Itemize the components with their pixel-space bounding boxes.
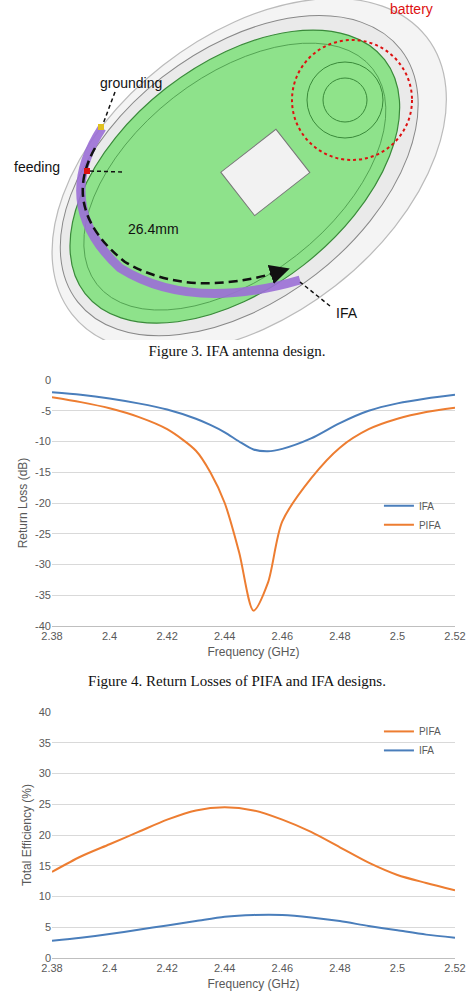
svg-text:5: 5 — [45, 921, 51, 933]
svg-text:Frequency (GHz): Frequency (GHz) — [207, 977, 299, 991]
svg-text:26.4mm: 26.4mm — [128, 221, 179, 237]
svg-text:-10: -10 — [35, 435, 51, 447]
html-text:Figure 4. Return Losses of PIF: Figure 4. Return Losses of PIFA and IFA … — [88, 673, 386, 689]
svg-text:30: 30 — [39, 767, 51, 779]
svg-text:PIFA: PIFA — [419, 520, 441, 531]
svg-text:feeding: feeding — [14, 159, 60, 175]
svg-text:2.44: 2.44 — [214, 630, 235, 642]
svg-text:IFA: IFA — [419, 745, 434, 756]
svg-text:Frequency (GHz): Frequency (GHz) — [207, 645, 299, 659]
svg-text:2.42: 2.42 — [156, 962, 177, 974]
svg-text:2.4: 2.4 — [102, 630, 117, 642]
svg-text:-40: -40 — [35, 620, 51, 632]
svg-text:2.42: 2.42 — [156, 630, 177, 642]
svg-text:-15: -15 — [35, 466, 51, 478]
svg-text:2.44: 2.44 — [214, 962, 235, 974]
svg-text:2.48: 2.48 — [329, 630, 350, 642]
svg-text:2.38: 2.38 — [41, 630, 62, 642]
svg-text:2.52: 2.52 — [444, 630, 465, 642]
svg-text:2.5: 2.5 — [390, 630, 405, 642]
svg-text:20: 20 — [39, 829, 51, 841]
svg-text:IFA: IFA — [336, 305, 358, 321]
svg-text:35: 35 — [39, 737, 51, 749]
svg-text:Return Loss (dB): Return Loss (dB) — [16, 458, 30, 549]
svg-text:2.4: 2.4 — [102, 962, 117, 974]
svg-text:0: 0 — [45, 374, 51, 386]
svg-text:Total Efficiency (%): Total Efficiency (%) — [20, 784, 34, 886]
svg-text:-25: -25 — [35, 528, 51, 540]
svg-text:25: 25 — [39, 798, 51, 810]
svg-text:grounding: grounding — [100, 75, 162, 91]
svg-text:2.5: 2.5 — [390, 962, 405, 974]
svg-text:10: 10 — [39, 890, 51, 902]
svg-text:15: 15 — [39, 860, 51, 872]
svg-text:0: 0 — [45, 952, 51, 964]
svg-text:PIFA: PIFA — [419, 726, 441, 737]
svg-text:2.52: 2.52 — [444, 962, 465, 974]
svg-text:2.46: 2.46 — [272, 630, 293, 642]
html-text:Figure 3. IFA antenna design.: Figure 3. IFA antenna design. — [148, 343, 326, 359]
svg-text:-20: -20 — [35, 497, 51, 509]
svg-text:-35: -35 — [35, 589, 51, 601]
svg-text:2.38: 2.38 — [41, 962, 62, 974]
svg-text:40: 40 — [39, 706, 51, 718]
svg-text:-30: -30 — [35, 558, 51, 570]
svg-text:2.48: 2.48 — [329, 962, 350, 974]
svg-text:-5: -5 — [41, 405, 51, 417]
svg-text:2.46: 2.46 — [272, 962, 293, 974]
svg-text:IFA: IFA — [419, 501, 434, 512]
svg-text:battery: battery — [390, 1, 433, 17]
